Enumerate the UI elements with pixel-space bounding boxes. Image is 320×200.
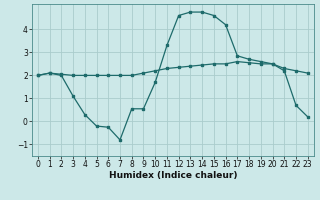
X-axis label: Humidex (Indice chaleur): Humidex (Indice chaleur) bbox=[108, 171, 237, 180]
